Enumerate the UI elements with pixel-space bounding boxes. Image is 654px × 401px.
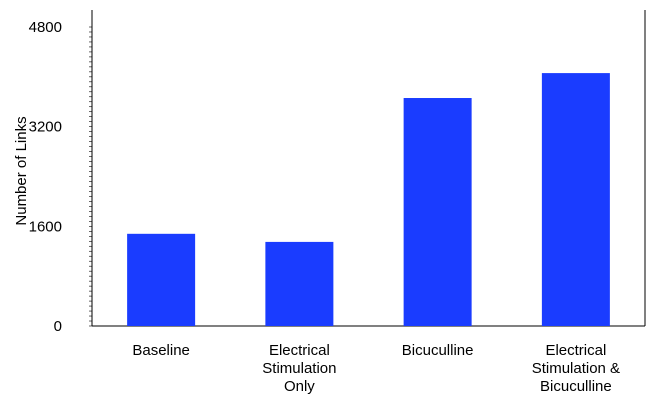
y-tick-label: 1600 <box>29 218 62 235</box>
x-tick-labels: Baseline Electrical Stimulation OnlyBicucul… <box>132 342 620 395</box>
x-tick-label: Bicuculline <box>402 342 474 359</box>
x-tick-label-line: Only <box>284 378 315 395</box>
bar <box>265 241 334 326</box>
x-tick-label-line: Bicuculline <box>540 378 612 395</box>
x-tick-label-line: Electrical <box>545 342 606 359</box>
y-tick-label: 3200 <box>29 119 62 136</box>
chart-bars <box>127 73 610 327</box>
y-tick-labels: 0 1600 3200 4800 <box>29 19 62 335</box>
bar <box>127 233 196 326</box>
bar <box>403 98 472 326</box>
x-tick-label: Electrical Stimulation Only <box>262 342 336 395</box>
y-tick-label: 0 <box>54 318 62 335</box>
x-tick-label: Baseline <box>132 342 190 359</box>
x-tick-label-line: Stimulation <box>262 360 336 377</box>
x-tick-label-line: Baseline <box>132 342 190 359</box>
x-tick-label-line: Stimulation & <box>532 360 620 377</box>
y-tick-label: 4800 <box>29 19 62 36</box>
x-tick-label-line: Bicuculline <box>402 342 474 359</box>
y-axis-label: Number of Links <box>13 116 30 225</box>
x-tick-label: Electrical Stimulation & Bicuculline <box>532 342 620 395</box>
x-tick-label-line: Electrical <box>269 342 330 359</box>
bar <box>541 73 610 327</box>
